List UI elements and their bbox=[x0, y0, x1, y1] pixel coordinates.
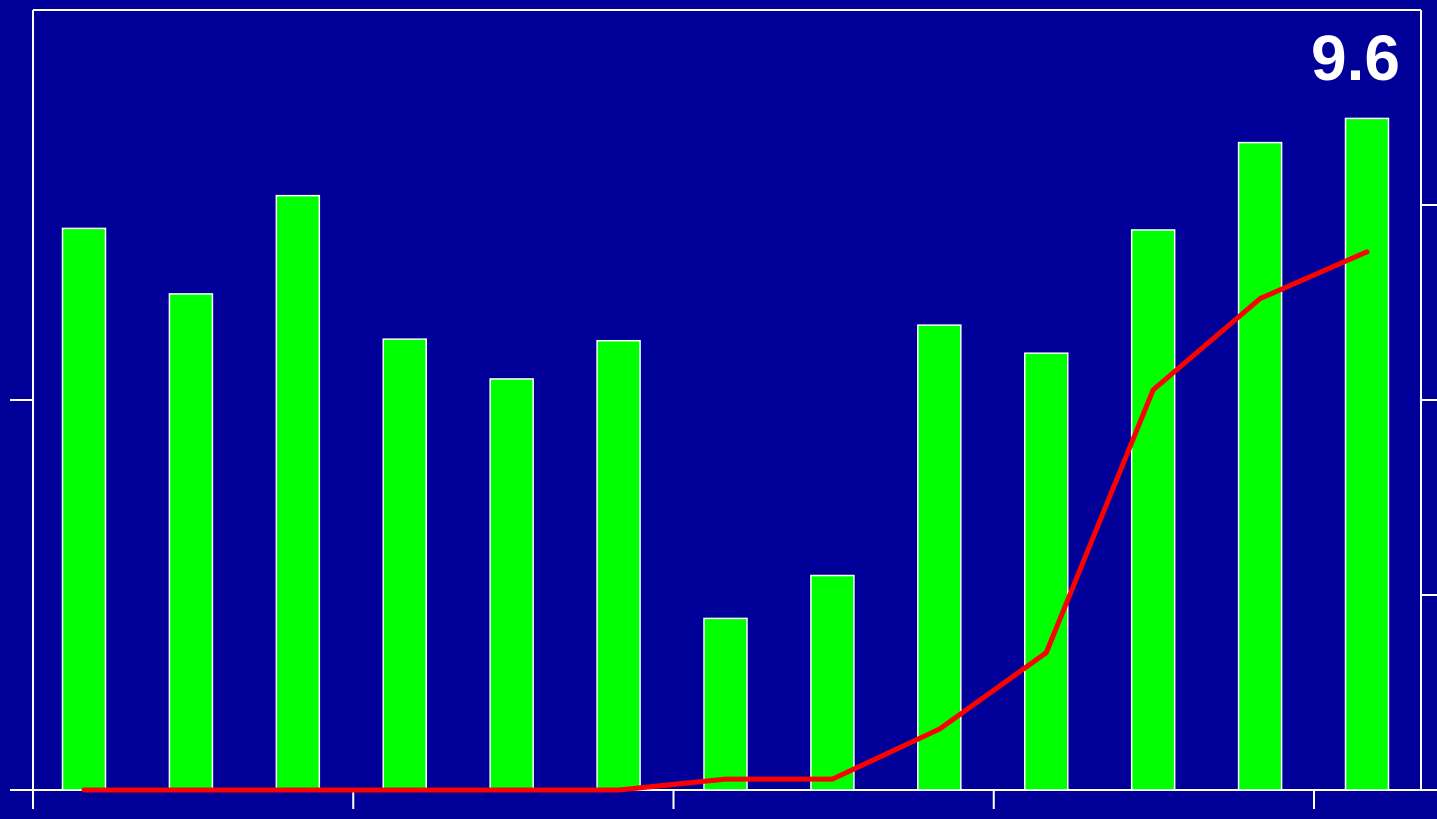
bar bbox=[382, 338, 427, 791]
bar bbox=[1130, 229, 1176, 791]
bar bbox=[61, 227, 107, 791]
bar bbox=[168, 293, 214, 791]
bar bbox=[703, 617, 748, 791]
axis-ticks bbox=[10, 204, 1437, 809]
bar bbox=[1237, 141, 1283, 791]
line-series bbox=[81, 249, 1370, 793]
bar bbox=[1344, 117, 1390, 791]
bar bbox=[596, 339, 641, 791]
bar bbox=[489, 378, 534, 791]
bar bbox=[810, 574, 855, 791]
bar bbox=[275, 194, 321, 791]
bar bbox=[1024, 352, 1069, 791]
line-series-path bbox=[81, 249, 1370, 793]
bar bbox=[917, 324, 962, 791]
corner-value-label: 9.6 bbox=[1311, 22, 1400, 94]
bar-series bbox=[61, 117, 1390, 791]
